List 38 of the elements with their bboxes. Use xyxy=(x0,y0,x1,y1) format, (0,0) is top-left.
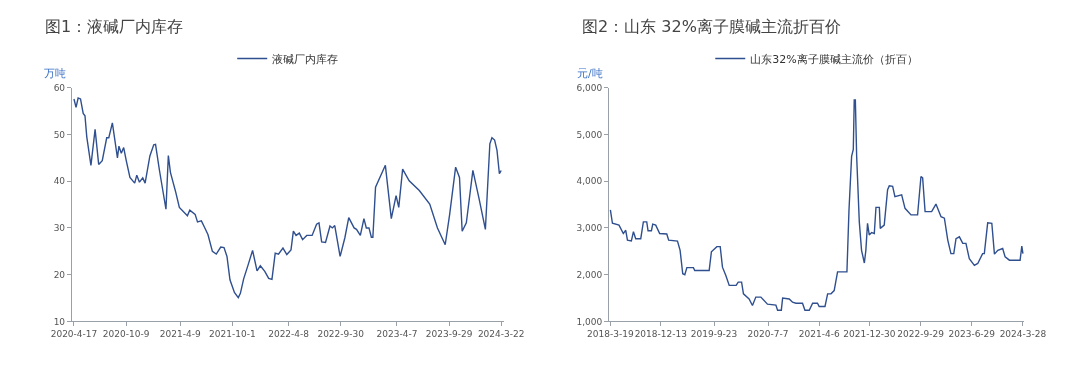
chart-title: 图2：山东 32%离子膜碱主流折百价 xyxy=(582,17,841,36)
chart-title: 图1：液碱厂内库存 xyxy=(45,17,184,36)
x-tick-label: 2019-9-23 xyxy=(690,329,738,340)
y-axis-title: 元/吨 xyxy=(577,67,603,80)
y-tick-label: 2,000 xyxy=(576,269,603,280)
x-tick-label: 2024-3-28 xyxy=(999,329,1047,340)
x-tick-label: 2022-9-29 xyxy=(897,329,945,340)
x-tick-label: 2020-4-17 xyxy=(50,329,98,340)
x-tick-label: 2021-4-9 xyxy=(159,329,201,340)
y-tick-label: 40 xyxy=(53,176,66,187)
y-tick-label: 5,000 xyxy=(576,129,603,140)
line-series xyxy=(73,97,502,299)
x-tick-label: 2018-3-19 xyxy=(587,329,634,340)
y-tick-label: 3,000 xyxy=(576,223,603,234)
x-tick-label: 2022-9-30 xyxy=(317,329,365,340)
x-tick-label: 2024-3-22 xyxy=(477,329,525,340)
x-tick-label: 2020-10-9 xyxy=(102,329,150,340)
y-tick-label: 4,000 xyxy=(576,176,603,187)
x-tick-label: 2020-7-7 xyxy=(747,329,789,340)
x-tick-label: 2023-6-29 xyxy=(948,329,996,340)
y-axis-title: 万吨 xyxy=(44,67,66,80)
y-tick-label: 20 xyxy=(53,269,66,280)
x-tick-label: 2023-4-7 xyxy=(376,329,418,340)
x-tick-label: 2021-10-1 xyxy=(209,329,256,340)
legend-label: 山东32%离子膜碱主流价（折百） xyxy=(750,52,918,66)
y-tick-label: 30 xyxy=(53,223,66,234)
y-tick-label: 50 xyxy=(53,129,66,140)
x-tick-label: 2022-4-8 xyxy=(268,329,310,340)
legend-label: 液碱厂内库存 xyxy=(272,52,339,66)
x-tick-label: 2023-9-29 xyxy=(425,329,473,340)
x-tick-label: 2018-12-13 xyxy=(634,329,687,340)
x-tick-label: 2021-4-6 xyxy=(798,329,840,340)
y-tick-label: 1,000 xyxy=(576,316,603,327)
x-tick-label: 2021-12-30 xyxy=(843,329,896,340)
line-series xyxy=(609,99,1024,311)
y-tick-label: 10 xyxy=(53,316,66,327)
y-tick-label: 6,000 xyxy=(576,82,603,93)
y-tick-label: 60 xyxy=(53,82,66,93)
